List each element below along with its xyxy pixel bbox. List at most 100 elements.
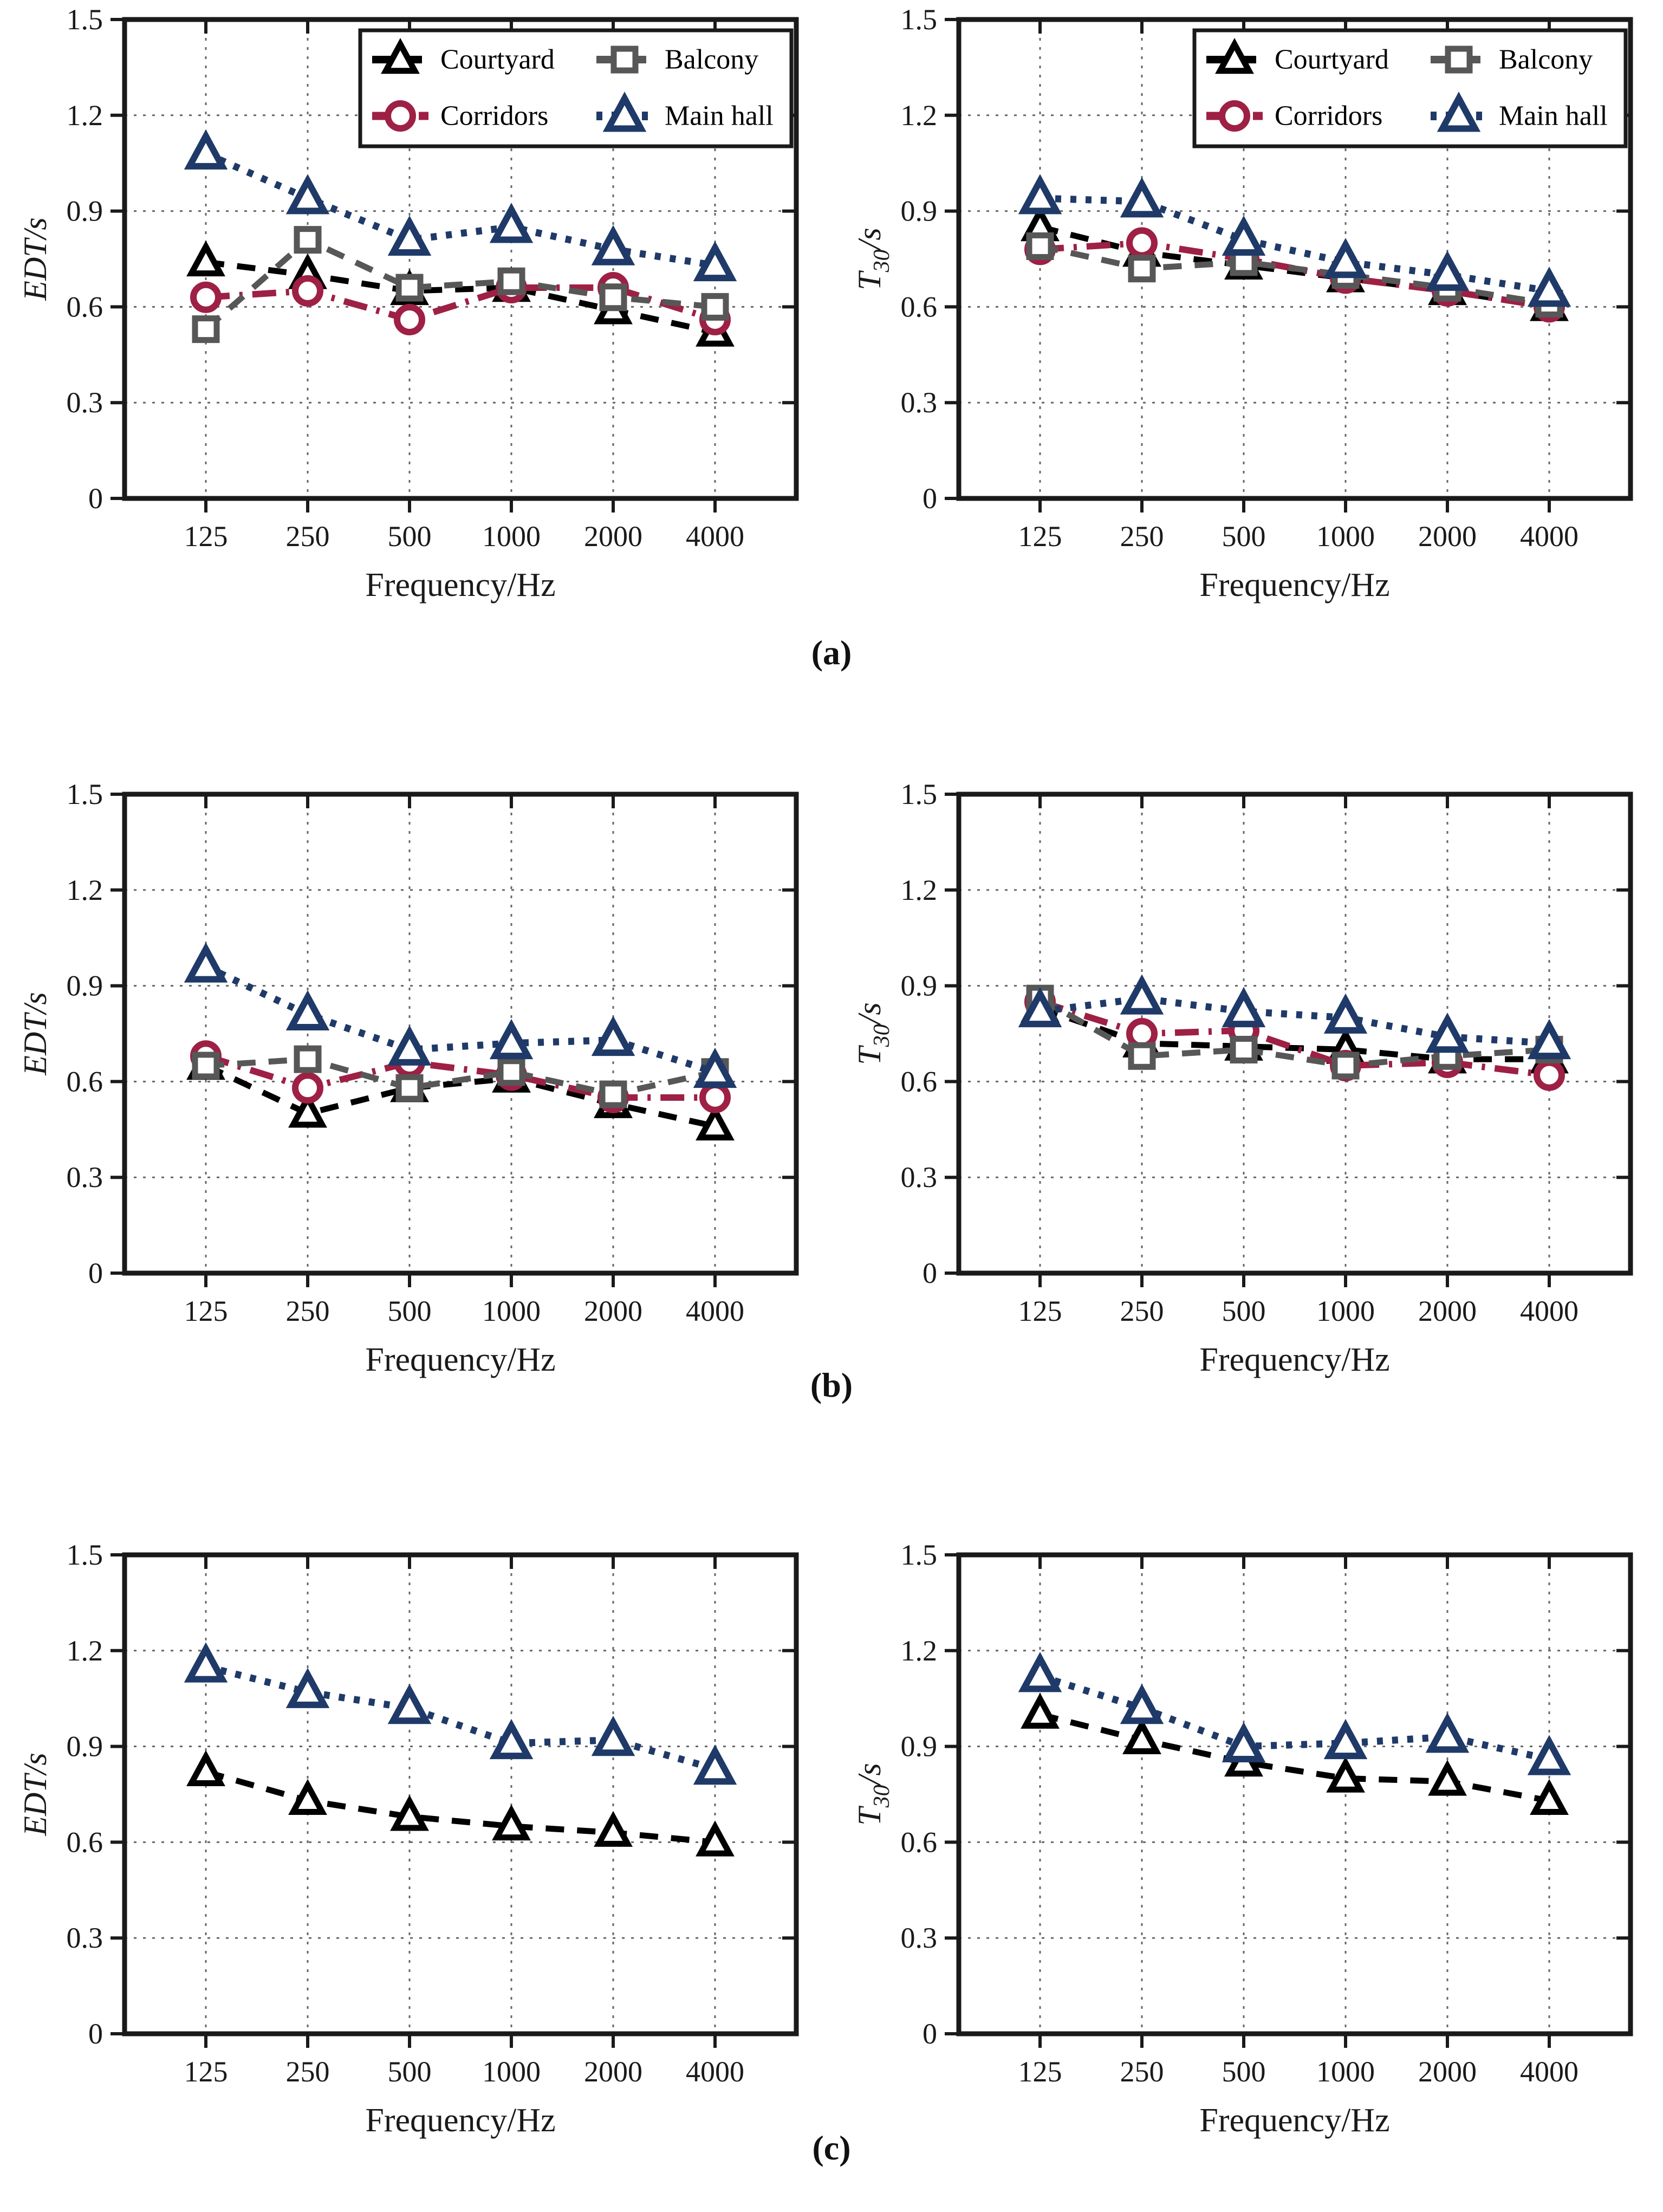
data-point-balcony <box>294 1045 322 1073</box>
data-point-main-hall <box>1018 174 1062 215</box>
x-tick-label: 1000 <box>482 1295 541 1327</box>
data-point-courtyard <box>594 1811 633 1847</box>
y-tick-label: 0 <box>88 2018 103 2050</box>
y-axis-label: T30/s <box>852 1763 894 1825</box>
data-point-courtyard <box>1326 1756 1365 1793</box>
y-tick-label: 0.3 <box>67 1161 103 1193</box>
data-point-main-hall <box>387 1025 432 1066</box>
x-tick-label: 125 <box>184 520 228 553</box>
data-point-main-hall <box>1120 974 1164 1015</box>
y-tick-label: 0.9 <box>901 970 938 1002</box>
data-point-main-hall <box>184 1642 228 1683</box>
data-point-courtyard <box>1428 1760 1467 1796</box>
legend-label: Balcony <box>1499 44 1593 75</box>
legend-label: Balcony <box>665 44 758 75</box>
data-point-corridors <box>394 303 425 335</box>
legend-marker <box>381 37 420 74</box>
data-point-courtyard <box>492 1804 531 1841</box>
data-point-courtyard <box>1122 1718 1161 1755</box>
legend-label: Main hall <box>1499 101 1608 132</box>
data-point-balcony <box>497 1058 525 1086</box>
y-axis-label: EDT/s <box>17 1753 53 1836</box>
panel-label-b: (b) <box>810 1366 853 1404</box>
series-line-corridors <box>1040 239 1550 310</box>
data-point-main-hall <box>1425 250 1470 291</box>
series-line-corridors <box>205 284 716 323</box>
y-tick-label: 0.6 <box>901 1826 938 1858</box>
data-point-corridors <box>1126 227 1158 259</box>
y-tick-label: 1.2 <box>901 99 938 132</box>
data-point-courtyard <box>186 240 225 277</box>
chart-c-t30-canvas: 125 250 500 1000 2000 4000 0 0.3 0.6 0.9 1.2 1.5 Fre… <box>852 1540 1633 2139</box>
x-tick-label: 500 <box>388 2055 432 2088</box>
series-line-balcony <box>1039 243 1550 307</box>
x-axis-label: Frequency/Hz <box>365 2102 555 2139</box>
data-point-main-hall <box>285 174 330 215</box>
data-point-main-hall <box>1527 267 1571 307</box>
legend-label: Corridors <box>1275 101 1382 132</box>
data-point-balcony <box>1128 255 1156 283</box>
y-tick-label: 0.9 <box>67 1730 103 1763</box>
data-point-main-hall <box>1018 1652 1062 1692</box>
x-axis-label: Frequency/Hz <box>1199 1341 1389 1378</box>
axes-box <box>956 1552 1633 2036</box>
x-axis-label: Frequency/Hz <box>365 1341 555 1378</box>
legend-label: Courtyard <box>1275 44 1389 75</box>
axes-box <box>122 17 799 501</box>
y-axis-label: T30/s <box>852 228 894 290</box>
legend-marker <box>1219 100 1250 132</box>
legend-label: Courtyard <box>440 44 555 75</box>
legend-label: Main hall <box>665 101 774 132</box>
data-point-corridors <box>699 1081 731 1113</box>
chart-a-t30-canvas: 125 250 500 1000 2000 4000 0 0.3 0.6 0.9 1.2 1.5 Fre… <box>852 4 1633 604</box>
data-point-main-hall <box>489 1019 534 1060</box>
data-point-courtyard <box>696 1820 735 1857</box>
data-point-main-hall <box>1323 1718 1368 1760</box>
data-point-courtyard <box>288 1779 327 1815</box>
series-line-courtyard <box>204 1062 716 1130</box>
data-point-balcony <box>192 1052 220 1080</box>
data-point-main-hall <box>693 1047 737 1088</box>
x-tick-label: 2000 <box>1418 520 1477 553</box>
subplot-row-a: 125 250 500 1000 2000 4000 0 0.3 0.6 0.9 1.2 1.5 Fre… <box>0 4 1663 611</box>
x-axis-label: Frequency/Hz <box>1199 567 1389 604</box>
chart-b-t30: 125 250 500 1000 2000 4000 0 0.3 0.6 0.9 1.2 1.5 Fre… <box>848 779 1649 1386</box>
y-tick-label: 1.5 <box>67 4 103 36</box>
y-tick-label: 1.2 <box>901 874 938 906</box>
panel-label-a: (a) <box>811 633 852 672</box>
y-tick-label: 0.9 <box>67 195 103 228</box>
chart-c-edt-canvas: 125 250 500 1000 2000 4000 0 0.3 0.6 0.9 1.2 1.5 Fre… <box>17 1540 799 2139</box>
series-line-courtyard <box>1039 224 1550 310</box>
legend-box <box>358 28 794 148</box>
x-tick-label: 125 <box>1018 2055 1062 2088</box>
series-line-courtyard <box>1039 1005 1549 1062</box>
data-point-main-hall <box>591 1715 635 1756</box>
x-tick-label: 4000 <box>1520 2055 1578 2088</box>
data-point-balcony <box>294 226 322 254</box>
data-point-balcony <box>701 293 729 321</box>
y-tick-label: 1.2 <box>67 874 103 906</box>
chart-a-t30: 125 250 500 1000 2000 4000 0 0.3 0.6 0.9 1.2 1.5 Fre… <box>848 4 1649 611</box>
y-tick-label: 1.5 <box>901 1540 938 1571</box>
data-point-main-hall <box>489 203 534 243</box>
data-point-corridors <box>1534 1059 1565 1091</box>
data-point-main-hall <box>1222 215 1266 256</box>
chart-b-edt: 125 250 500 1000 2000 4000 0 0.3 0.6 0.9 1.2 1.5 Fre… <box>14 779 815 1386</box>
x-tick-label: 250 <box>1120 1295 1164 1327</box>
series-line-balcony <box>205 1056 716 1098</box>
series-line-main-hall <box>204 963 716 1075</box>
x-tick-label: 250 <box>1120 520 1164 553</box>
series-line-main-hall <box>1040 194 1550 295</box>
x-tick-label: 500 <box>1222 520 1266 553</box>
axes-box <box>956 17 1633 501</box>
legend-marker <box>1215 37 1254 74</box>
x-tick-label: 2000 <box>584 2055 642 2088</box>
y-tick-label: 0.6 <box>67 1826 103 1858</box>
data-point-main-hall <box>1323 238 1368 278</box>
y-tick-label: 0.3 <box>901 1922 938 1954</box>
data-point-balcony <box>192 315 220 343</box>
data-point-main-hall <box>1527 1019 1571 1060</box>
data-point-balcony <box>1230 1035 1258 1063</box>
legend-box <box>1192 28 1628 148</box>
x-tick-label: 125 <box>184 2055 228 2088</box>
